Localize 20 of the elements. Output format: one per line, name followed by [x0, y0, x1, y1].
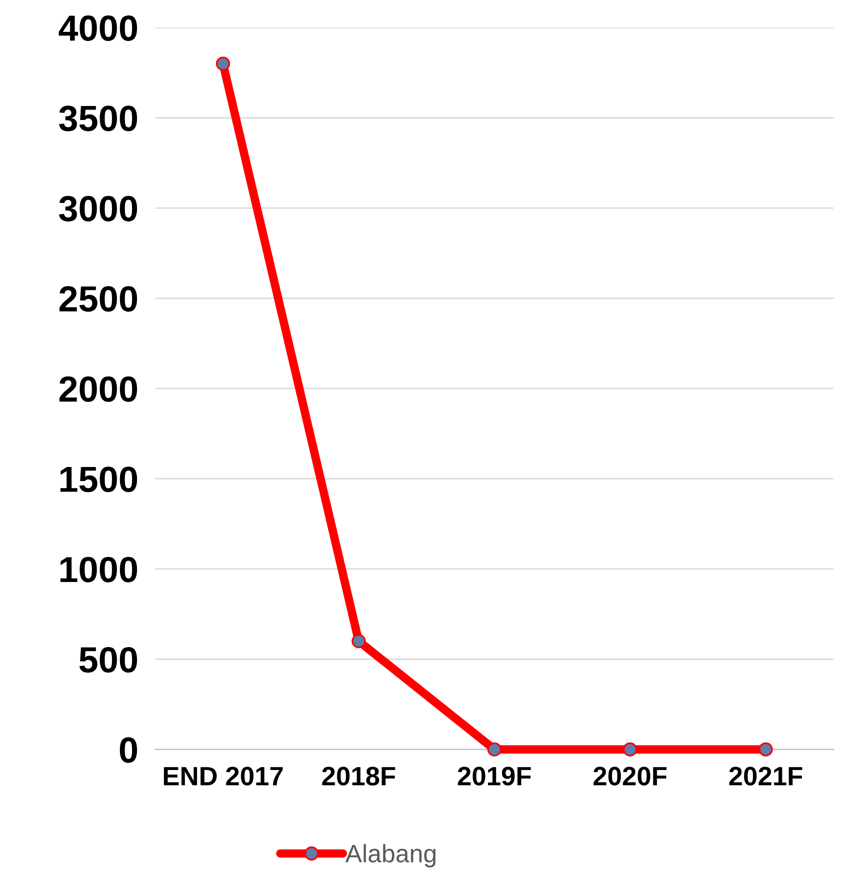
x-tick-label: 2021F — [729, 766, 802, 786]
y-tick-label: 1500 — [60, 466, 138, 492]
point — [622, 742, 638, 757]
y-tick-label: 3500 — [59, 106, 138, 132]
x-tick-label: 2018F — [322, 766, 396, 786]
point — [352, 634, 366, 648]
legend-label: Alabang — [345, 844, 436, 868]
y-tick-label: 2000 — [59, 376, 138, 402]
x-tick-label: END 2017 — [164, 766, 283, 786]
x-tick-label: 2019F — [458, 766, 531, 786]
y-tick-label: 0 — [120, 737, 138, 763]
point — [487, 742, 502, 757]
y-tick-label: 500 — [79, 647, 138, 673]
y-tick-label: 2500 — [59, 286, 138, 312]
point — [216, 56, 230, 71]
y-tick-label: 4000 — [58, 15, 138, 41]
point — [758, 742, 773, 757]
x-tick-label: 2020F — [594, 766, 667, 786]
y-tick-label: 1000 — [60, 556, 138, 582]
y-tick-label: 3000 — [59, 196, 138, 222]
